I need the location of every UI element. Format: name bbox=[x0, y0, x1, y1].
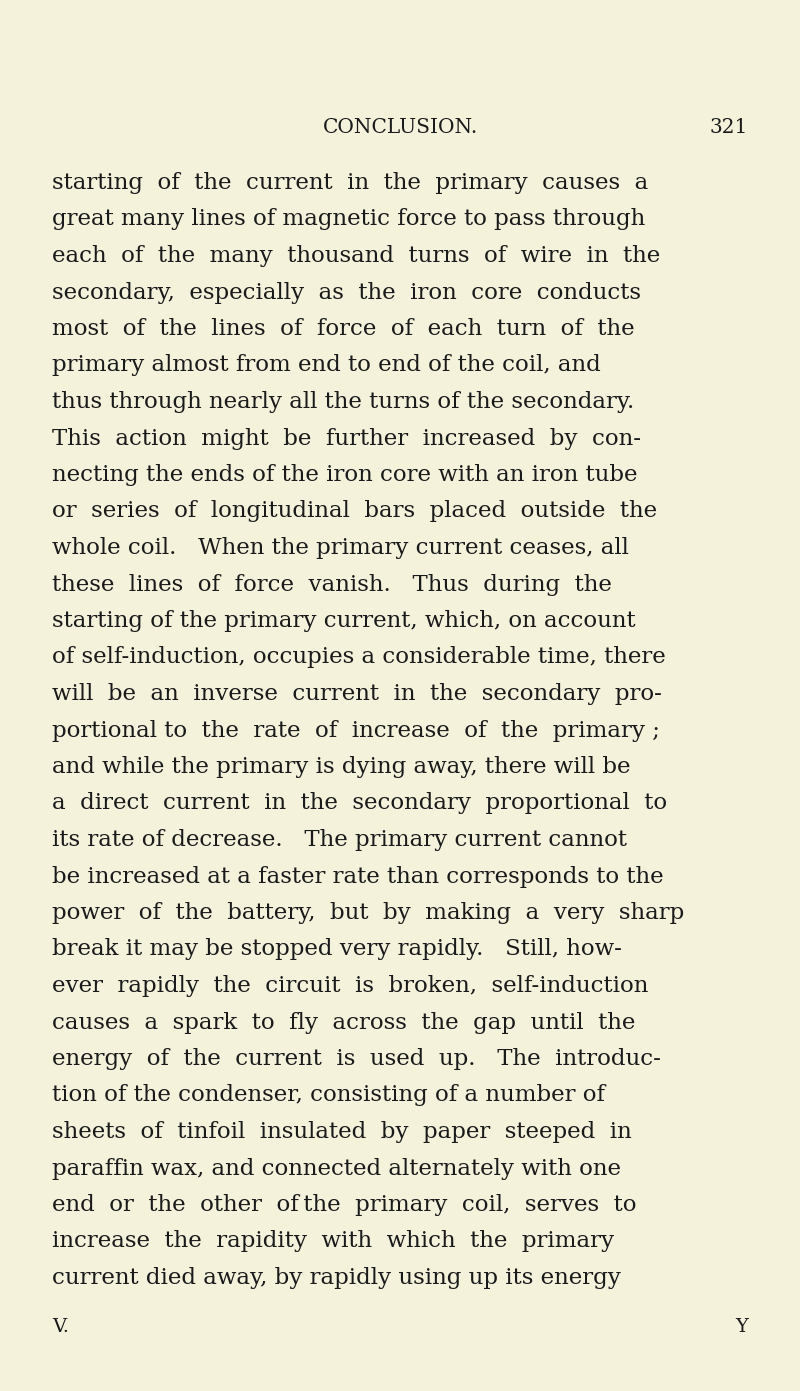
Text: primary almost from end to end of the coil, and: primary almost from end to end of the co… bbox=[52, 355, 601, 377]
Text: starting of the primary current, which, on account: starting of the primary current, which, … bbox=[52, 611, 636, 632]
Text: thus through nearly all the turns of the secondary.: thus through nearly all the turns of the… bbox=[52, 391, 634, 413]
Text: great many lines of magnetic force to pass through: great many lines of magnetic force to pa… bbox=[52, 209, 646, 231]
Text: each  of  the  many  thousand  turns  of  wire  in  the: each of the many thousand turns of wire … bbox=[52, 245, 660, 267]
Text: break it may be stopped very rapidly.   Still, how-: break it may be stopped very rapidly. St… bbox=[52, 939, 622, 961]
Text: of self-induction, occupies a considerable time, there: of self-induction, occupies a considerab… bbox=[52, 647, 666, 669]
Text: causes  a  spark  to  fly  across  the  gap  until  the: causes a spark to fly across the gap unt… bbox=[52, 1011, 635, 1034]
Text: current died away, by rapidly using up its energy: current died away, by rapidly using up i… bbox=[52, 1267, 621, 1289]
Text: be increased at a faster rate than corresponds to the: be increased at a faster rate than corre… bbox=[52, 865, 664, 887]
Text: portional to  the  rate  of  increase  of  the  primary ;: portional to the rate of increase of the… bbox=[52, 719, 660, 741]
Text: Y: Y bbox=[735, 1319, 748, 1335]
Text: power  of  the  battery,  but  by  making  a  very  sharp: power of the battery, but by making a ve… bbox=[52, 901, 684, 924]
Text: necting the ends of the iron core with an iron tube: necting the ends of the iron core with a… bbox=[52, 465, 638, 485]
Text: 321: 321 bbox=[710, 118, 748, 136]
Text: V.: V. bbox=[52, 1319, 69, 1335]
Text: will  be  an  inverse  current  in  the  secondary  pro-: will be an inverse current in the second… bbox=[52, 683, 662, 705]
Text: ever  rapidly  the  circuit  is  broken,  self-induction: ever rapidly the circuit is broken, self… bbox=[52, 975, 648, 997]
Text: increase  the  rapidity  with  which  the  primary: increase the rapidity with which the pri… bbox=[52, 1231, 614, 1252]
Text: and while the primary is dying away, there will be: and while the primary is dying away, the… bbox=[52, 755, 630, 778]
Text: or  series  of  longitudinal  bars  placed  outside  the: or series of longitudinal bars placed ou… bbox=[52, 501, 657, 523]
Text: energy  of  the  current  is  used  up.   The  introduc-: energy of the current is used up. The in… bbox=[52, 1047, 661, 1070]
Text: sheets  of  tinfoil  insulated  by  paper  steeped  in: sheets of tinfoil insulated by paper ste… bbox=[52, 1121, 632, 1143]
Text: end  or  the  other  of the  primary  coil,  serves  to: end or the other of the primary coil, se… bbox=[52, 1193, 637, 1216]
Text: these  lines  of  force  vanish.   Thus  during  the: these lines of force vanish. Thus during… bbox=[52, 573, 612, 595]
Text: most  of  the  lines  of  force  of  each  turn  of  the: most of the lines of force of each turn … bbox=[52, 319, 634, 339]
Text: a  direct  current  in  the  secondary  proportional  to: a direct current in the secondary propor… bbox=[52, 793, 667, 815]
Text: starting  of  the  current  in  the  primary  causes  a: starting of the current in the primary c… bbox=[52, 172, 648, 193]
Text: whole coil.   When the primary current ceases, all: whole coil. When the primary current cea… bbox=[52, 537, 629, 559]
Text: paraffin wax, and connected alternately with one: paraffin wax, and connected alternately … bbox=[52, 1157, 621, 1180]
Text: This  action  might  be  further  increased  by  con-: This action might be further increased b… bbox=[52, 427, 641, 449]
Text: secondary,  especially  as  the  iron  core  conducts: secondary, especially as the iron core c… bbox=[52, 281, 641, 303]
Text: its rate of decrease.   The primary current cannot: its rate of decrease. The primary curren… bbox=[52, 829, 627, 851]
Text: tion of the condenser, consisting of a number of: tion of the condenser, consisting of a n… bbox=[52, 1085, 605, 1106]
Text: CONCLUSION.: CONCLUSION. bbox=[322, 118, 478, 136]
